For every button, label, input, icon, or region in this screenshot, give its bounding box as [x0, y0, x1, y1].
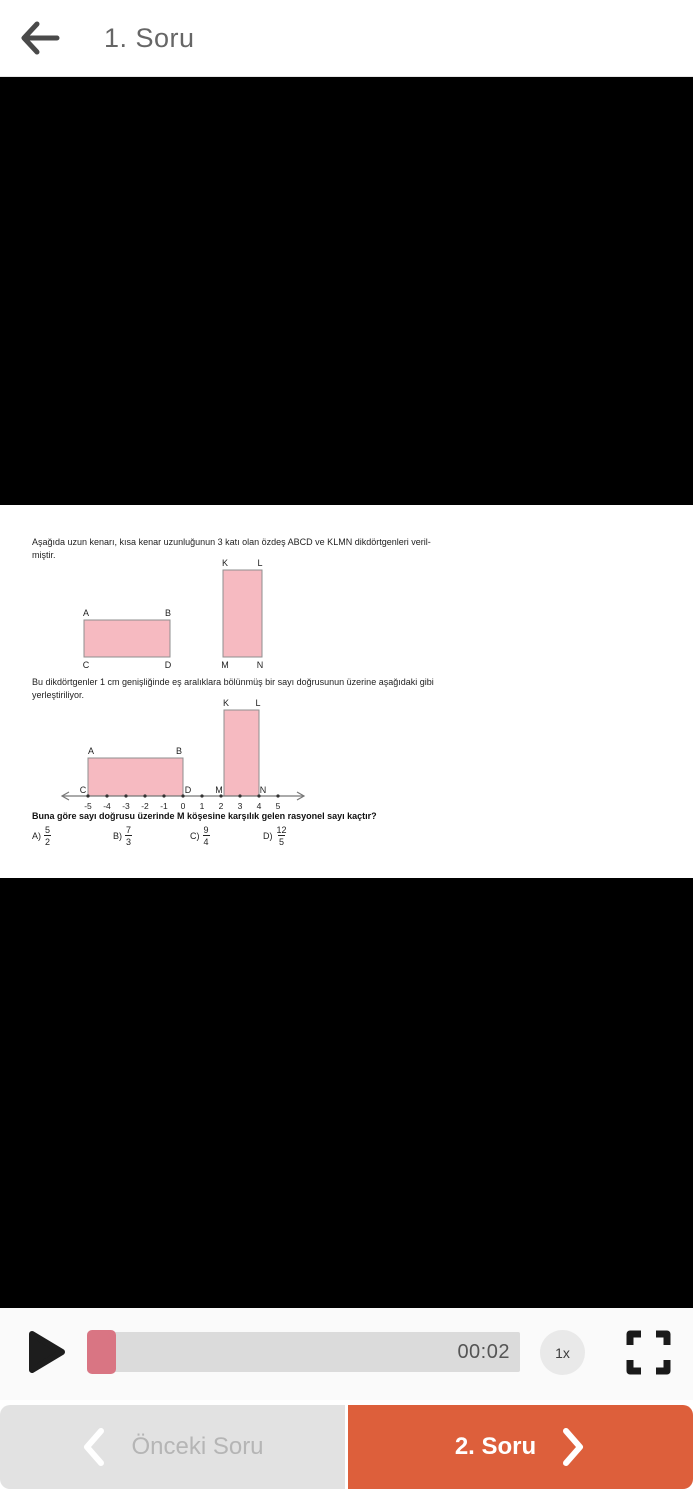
fig1-label-M: M [221, 660, 229, 670]
option-d-fraction: 12 5 [276, 825, 287, 847]
option-c-label: C) [190, 831, 200, 841]
tick-label: -1 [160, 801, 168, 811]
axis-arrow-left [60, 791, 70, 801]
previous-question-label: Önceki Soru [131, 1433, 264, 1460]
previous-question-button[interactable]: Önceki Soru [0, 1405, 345, 1489]
fullscreen-icon [626, 1330, 671, 1375]
back-arrow-icon [21, 21, 60, 55]
fig2-label-M: M [215, 785, 223, 795]
fig2-label-B: B [176, 746, 182, 756]
progress-thumb[interactable] [87, 1330, 116, 1374]
playback-speed-button[interactable]: 1x [540, 1330, 585, 1375]
option-b-fraction: 7 3 [125, 825, 133, 847]
back-button[interactable] [16, 14, 64, 62]
fig2-label-L: L [255, 698, 260, 708]
tick-label: 0 [181, 801, 186, 811]
fig1-label-C: C [83, 660, 90, 670]
option-a: A) 5 2 [32, 825, 52, 847]
play-icon [29, 1331, 65, 1373]
fig2-label-K: K [223, 698, 229, 708]
play-button[interactable] [24, 1328, 70, 1376]
player-bar: 00:02 1x [0, 1308, 693, 1400]
option-b: B) 7 3 [113, 825, 133, 847]
chevron-right-icon [563, 1428, 584, 1466]
next-question-button[interactable]: 2. Soru [348, 1405, 693, 1489]
fig1-label-B: B [165, 608, 171, 618]
question-frame: Aşağıda uzun kenarı, kısa kenar uzunluğu… [0, 505, 693, 878]
intro-line-2: miştir. [32, 550, 56, 560]
option-c-fraction: 9 4 [202, 825, 210, 847]
question-placement: Bu dikdörtgenler 1 cm genişliğinde eş ar… [32, 676, 434, 702]
answer-options: A) 5 2 B) 7 3 C) 9 4 [0, 825, 693, 859]
option-d: D) 12 5 [263, 825, 288, 847]
bottom-navigation: Önceki Soru 2. Soru [0, 1400, 693, 1500]
figure-number-line: -5 -4 -3 -2 -1 0 1 2 3 4 5 A B C D K L M… [60, 698, 306, 811]
fullscreen-button[interactable] [626, 1330, 671, 1375]
option-d-label: D) [263, 831, 273, 841]
placement-line-1: Bu dikdörtgenler 1 cm genişliğinde eş ar… [32, 677, 434, 687]
option-c: C) 9 4 [190, 825, 210, 847]
fig2-label-N: N [260, 785, 267, 795]
video-surface-top[interactable] [0, 77, 693, 505]
option-a-fraction: 5 2 [44, 825, 52, 847]
tick-dots [86, 794, 280, 798]
fig2-label-A: A [88, 746, 94, 756]
tick-label: 3 [238, 801, 243, 811]
header: 1. Soru [0, 0, 693, 77]
fig1-label-L: L [257, 558, 262, 568]
intro-line-1: Aşağıda uzun kenarı, kısa kenar uzunluğu… [32, 537, 431, 547]
tick-label: -5 [84, 801, 92, 811]
fig2-label-D: D [185, 785, 192, 795]
tick-label: -2 [141, 801, 149, 811]
option-b-label: B) [113, 831, 122, 841]
video-surface-bottom[interactable] [0, 878, 693, 1308]
question-intro: Aşağıda uzun kenarı, kısa kenar uzunluğu… [32, 536, 431, 562]
placement-line-2: yerleştiriliyor. [32, 690, 85, 700]
chevron-left-icon [84, 1428, 105, 1466]
progress-bar[interactable]: 00:02 [87, 1330, 520, 1374]
fig1-label-K: K [222, 558, 228, 568]
tick-label: -4 [103, 801, 111, 811]
page-title: 1. Soru [104, 22, 195, 53]
question-prompt: Buna göre sayı doğrusu üzerinde M köşesi… [32, 811, 377, 821]
figure-rectangles: A B C D K L M N [83, 558, 264, 670]
tick-label: 2 [219, 801, 224, 811]
option-a-label: A) [32, 831, 41, 841]
fig1-label-D: D [165, 660, 172, 670]
tick-label: 4 [257, 801, 262, 811]
fig1-label-A: A [83, 608, 89, 618]
next-question-label: 2. Soru [454, 1433, 537, 1460]
tick-label: 1 [200, 801, 205, 811]
tick-label: -3 [122, 801, 130, 811]
fig1-label-N: N [257, 660, 264, 670]
time-display: 00:02 [457, 1340, 510, 1363]
fig2-label-C: C [80, 785, 87, 795]
axis-arrow-right [296, 791, 306, 801]
tick-label: 5 [276, 801, 281, 811]
